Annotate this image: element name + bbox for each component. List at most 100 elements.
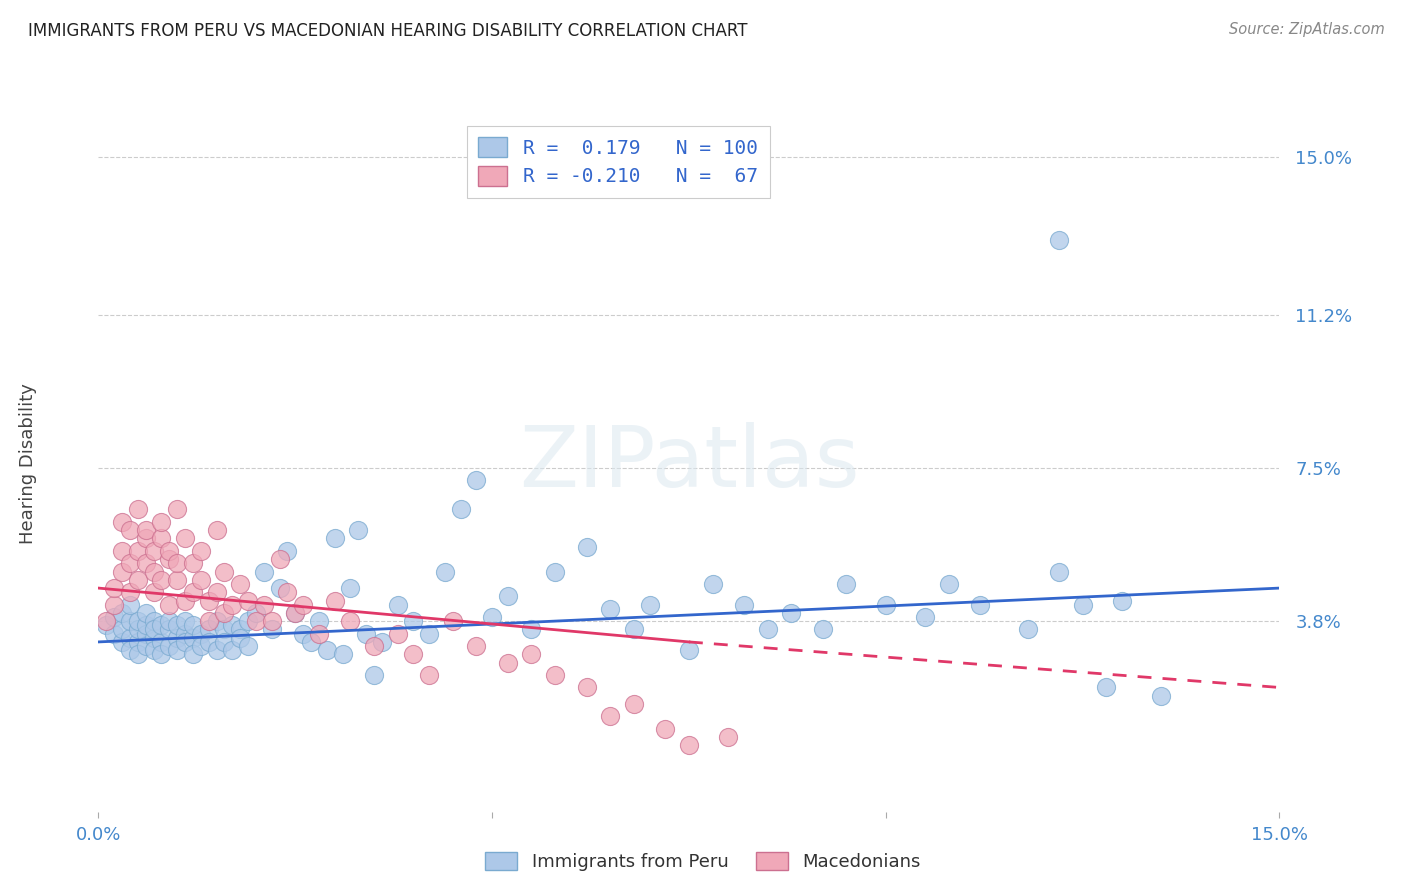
Point [599,602,621,616]
Point [450,502,472,516]
Point [127,573,149,587]
Point [150,573,173,587]
Point [260,614,283,628]
Point [229,577,252,591]
Point [205,585,228,599]
Point [433,565,456,579]
Point [142,643,165,657]
Point [135,556,157,570]
Point [118,556,141,570]
Point [678,739,700,753]
Point [127,614,149,628]
Point [103,581,125,595]
Point [299,635,322,649]
Point [221,643,243,657]
Point [142,585,165,599]
Point [111,606,134,620]
Point [111,544,134,558]
Point [103,610,125,624]
Point [118,585,141,599]
Point [214,635,236,649]
Point [276,544,298,558]
Point [205,523,228,537]
Point [914,610,936,624]
Point [190,573,212,587]
Point [938,577,960,591]
Point [245,606,267,620]
Point [150,635,173,649]
Point [638,598,661,612]
Point [702,577,724,591]
Point [717,730,740,744]
Point [654,722,676,736]
Point [181,585,204,599]
Text: Hearing Disability: Hearing Disability [18,384,37,544]
Point [118,631,141,645]
Legend: Immigrants from Peru, Macedonians: Immigrants from Peru, Macedonians [478,846,928,879]
Point [135,532,157,546]
Point [323,532,346,546]
Point [166,502,188,516]
Text: IMMIGRANTS FROM PERU VS MACEDONIAN HEARING DISABILITY CORRELATION CHART: IMMIGRANTS FROM PERU VS MACEDONIAN HEARI… [28,22,748,40]
Point [111,515,134,529]
Point [1047,565,1070,579]
Point [197,623,219,637]
Point [96,614,118,628]
Point [103,598,125,612]
Point [229,631,252,645]
Point [323,593,346,607]
Point [229,623,252,637]
Point [245,614,267,628]
Legend: R =  0.179   N = 100, R = -0.210   N =  67: R = 0.179 N = 100, R = -0.210 N = 67 [467,126,769,198]
Point [166,631,188,645]
Point [811,623,834,637]
Point [103,626,125,640]
Point [780,606,803,620]
Point [157,544,180,558]
Point [520,648,543,662]
Point [347,523,370,537]
Point [190,544,212,558]
Point [236,593,259,607]
Text: ZIPatlas: ZIPatlas [519,422,859,506]
Point [150,532,173,546]
Point [174,532,197,546]
Point [127,544,149,558]
Point [181,648,204,662]
Point [354,626,377,640]
Point [96,618,118,632]
Point [111,565,134,579]
Point [142,544,165,558]
Point [118,523,141,537]
Point [127,623,149,637]
Point [418,626,440,640]
Point [111,635,134,649]
Point [465,639,488,653]
Point [269,581,291,595]
Point [733,598,755,612]
Point [150,618,173,632]
Point [174,626,197,640]
Point [875,598,897,612]
Point [174,614,197,628]
Point [127,635,149,649]
Point [157,614,180,628]
Point [544,565,567,579]
Point [197,635,219,649]
Point [387,626,409,640]
Point [599,709,621,723]
Point [127,648,149,662]
Point [111,623,134,637]
Point [166,643,188,657]
Point [544,668,567,682]
Point [575,681,598,695]
Point [969,598,991,612]
Point [402,614,425,628]
Point [205,614,228,628]
Point [496,656,519,670]
Point [236,639,259,653]
Point [197,614,219,628]
Point [339,581,361,595]
Point [135,523,157,537]
Point [214,623,236,637]
